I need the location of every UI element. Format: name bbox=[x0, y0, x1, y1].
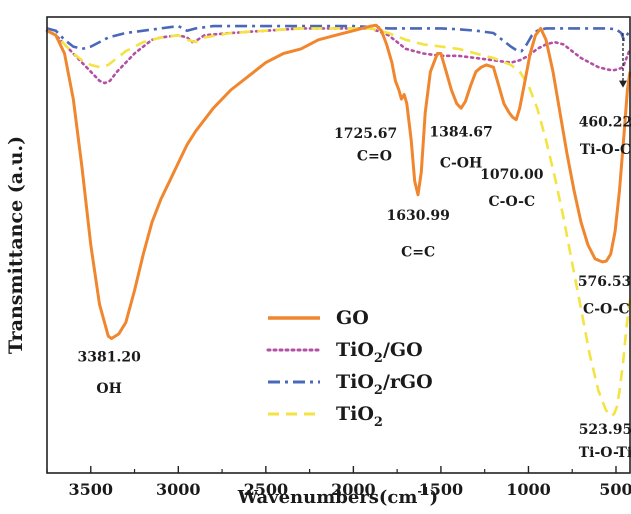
peak-arrow-head bbox=[619, 81, 627, 88]
x-tick-label: 1000 bbox=[506, 480, 551, 499]
peak-annotation: 3381.20 bbox=[77, 349, 141, 365]
x-tick-label: 500 bbox=[599, 480, 631, 499]
peak-annotation: OH bbox=[96, 381, 121, 397]
peak-annotation: C-O-C bbox=[583, 301, 630, 317]
legend-label: TiO2/GO bbox=[336, 339, 423, 366]
series-line-tio2-go bbox=[47, 28, 630, 83]
x-tick-label: 3500 bbox=[69, 480, 114, 499]
peak-annotation: 1070.00 bbox=[480, 167, 544, 183]
peak-annotation: 1725.67 bbox=[334, 126, 397, 142]
x-axis-label: Wavenumbers(cm-1) bbox=[237, 485, 438, 508]
peak-annotation: Ti-O-Ti bbox=[579, 445, 631, 461]
y-axis-label: Transmittance (a.u.) bbox=[5, 136, 27, 354]
peak-annotation: 1630.99 bbox=[386, 208, 449, 224]
x-tick-label: 3000 bbox=[156, 480, 201, 499]
legend-label: TiO2/rGO bbox=[336, 371, 433, 398]
legend-label: TiO2 bbox=[336, 403, 383, 430]
peak-annotation: C=O bbox=[357, 149, 392, 165]
peak-annotation: Ti-O-C bbox=[580, 142, 631, 158]
peak-annotation: C=C bbox=[401, 244, 435, 260]
legend-label: GO bbox=[336, 307, 369, 329]
peak-annotation: C-O-C bbox=[489, 194, 536, 210]
legend: GO TiO2/GO TiO2/rGO TiO2 bbox=[268, 307, 433, 430]
peak-annotation: C-OH bbox=[440, 155, 482, 171]
peak-annotation: 460.22 bbox=[579, 114, 631, 130]
peak-annotation: 576.53 bbox=[578, 274, 631, 290]
peak-annotation: 1384.67 bbox=[429, 124, 492, 140]
peak-annotation: 523.95 bbox=[579, 422, 631, 438]
